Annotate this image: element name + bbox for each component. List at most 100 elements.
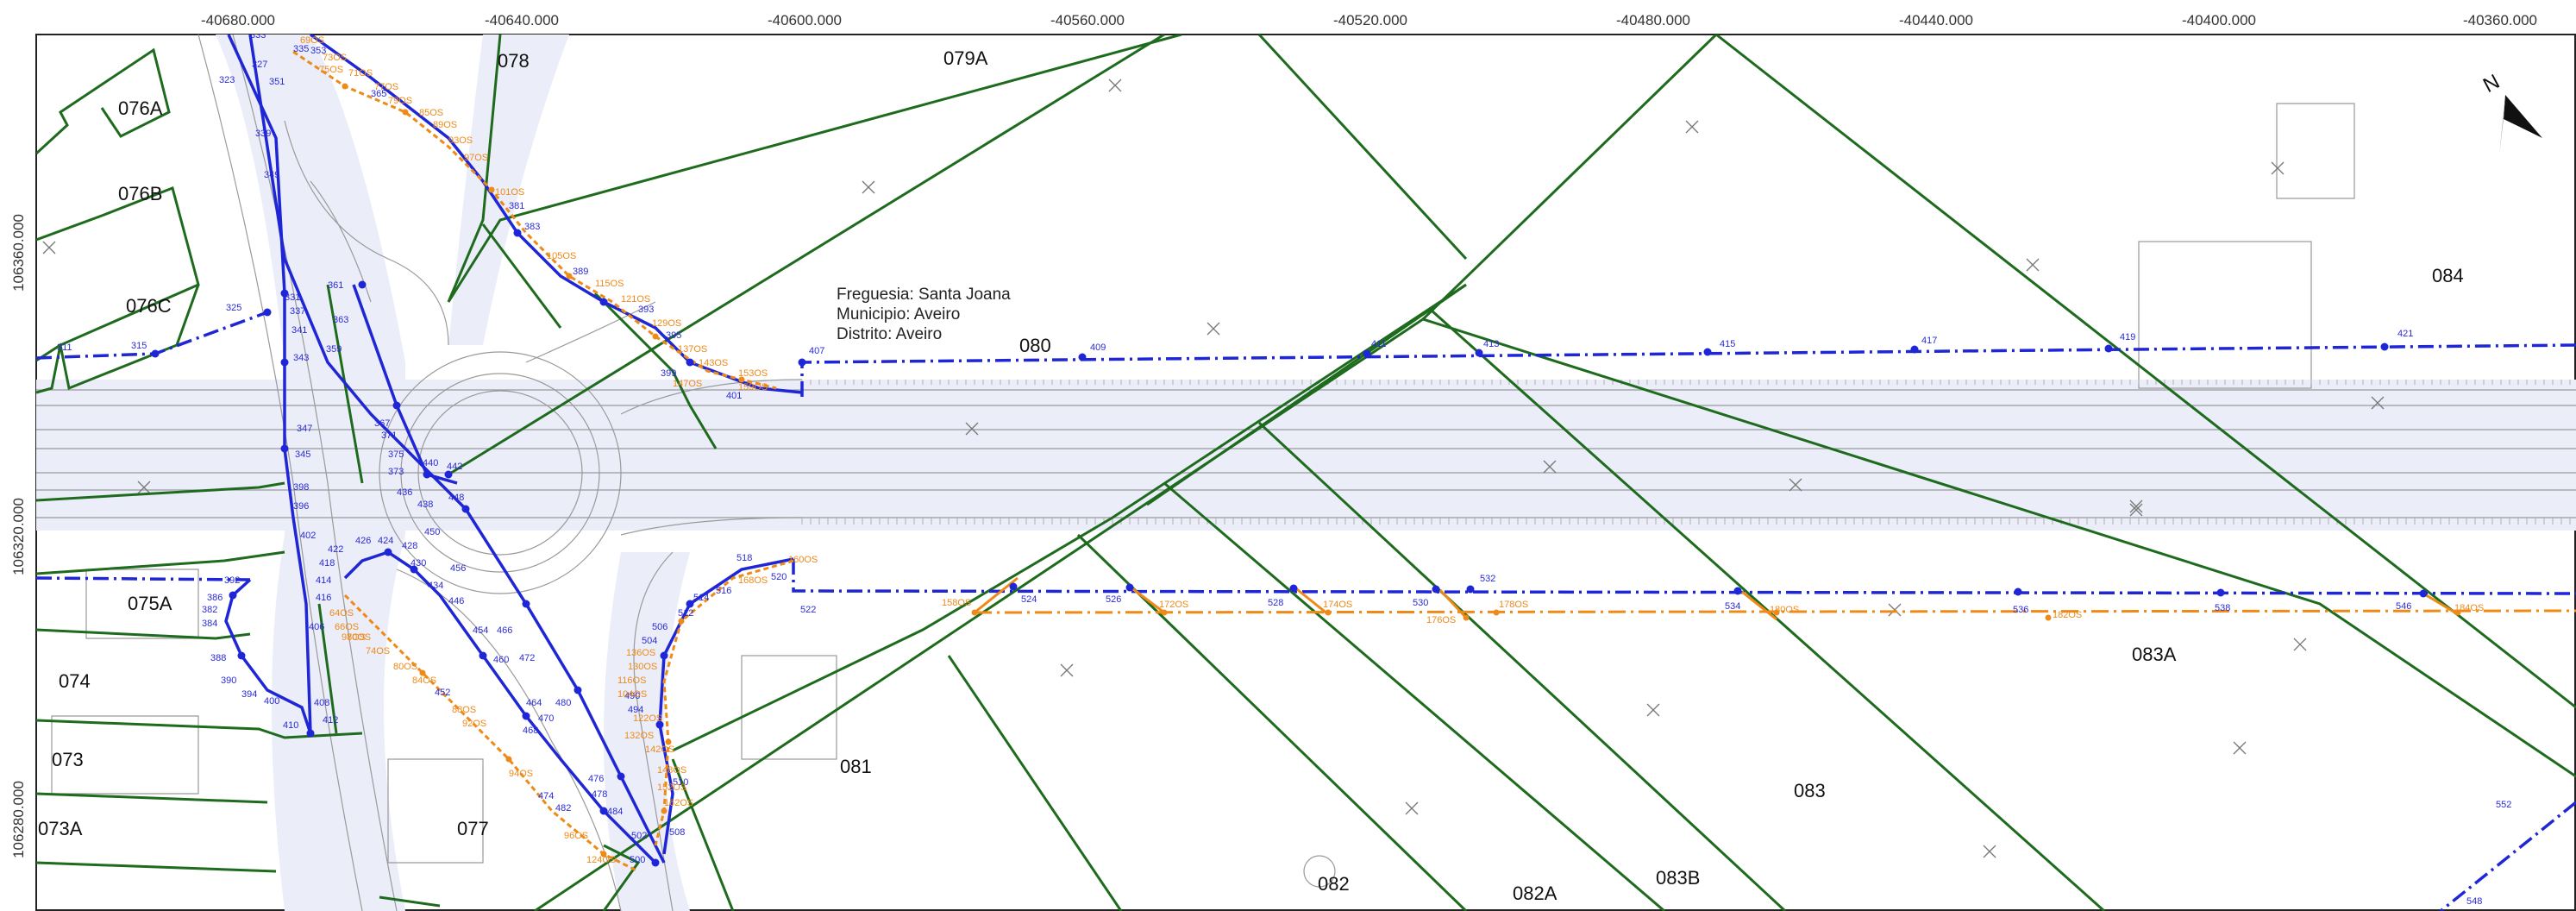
- point-label: 365: [371, 89, 386, 99]
- point-label: 399: [661, 368, 676, 379]
- route-points: [151, 229, 2428, 867]
- point-label: 452: [435, 688, 450, 698]
- point-label: 71OS: [348, 68, 373, 79]
- point-label: 122OS: [633, 713, 662, 724]
- point-label: 506: [652, 622, 668, 632]
- point-label: 524: [1021, 594, 1037, 605]
- parcel-label: 080: [1019, 335, 1051, 356]
- point-label: 353: [310, 46, 326, 56]
- point-label: 480: [555, 698, 571, 708]
- point-label: 375: [388, 449, 404, 460]
- point-label: 490: [624, 691, 640, 701]
- point-label: 331: [285, 292, 300, 303]
- point-label: 410: [283, 720, 298, 731]
- parcel-label: 082: [1318, 873, 1350, 895]
- point-label: 132OS: [624, 731, 654, 741]
- point-label: 389: [573, 267, 588, 277]
- parcel-label: 076A: [118, 97, 163, 119]
- point-label: 325: [226, 303, 241, 313]
- x-coord-label: -40560.000: [1050, 12, 1125, 28]
- point-label: 417: [1921, 336, 1937, 346]
- point-label: 323: [219, 75, 235, 85]
- point-label: 510: [673, 777, 688, 788]
- point-label: 514: [693, 593, 709, 603]
- x-coord-label: -40400.000: [2182, 12, 2256, 28]
- point-label: 85OS: [419, 108, 443, 118]
- point-label: 460: [493, 655, 509, 665]
- point-label: 158OS: [942, 598, 971, 608]
- y-coord-label: 106320.000: [10, 498, 27, 575]
- point-label: 468: [523, 726, 538, 736]
- point-label: 442: [447, 462, 462, 472]
- point-label: 148OS: [657, 765, 686, 776]
- point-label: 520: [771, 572, 787, 582]
- annotation-distrito: Distrito: Aveiro: [837, 325, 942, 343]
- point-label: 153OS: [738, 368, 768, 379]
- point-label: 315: [131, 341, 147, 351]
- point-label: 424: [378, 536, 393, 546]
- point-label: 382: [202, 605, 217, 615]
- point-label: 94OS: [509, 769, 533, 779]
- point-label: 73OS: [323, 53, 347, 63]
- point-label: 536: [2013, 605, 2028, 615]
- point-label: 434: [428, 581, 443, 591]
- point-label: 178OS: [1499, 600, 1528, 610]
- point-label: 75OS: [319, 65, 343, 75]
- survey-crosses: [42, 79, 2385, 858]
- x-coord-label: -40520.000: [1333, 12, 1407, 28]
- parcel-label: 083: [1794, 780, 1826, 801]
- point-label: 474: [538, 791, 554, 801]
- point-label: 384: [202, 619, 217, 629]
- point-label: 104OS: [617, 689, 647, 700]
- orange-point-labels: 69OS 71OS 73OS 75OS 77OS 79OS 85OS 89OS …: [300, 35, 2484, 865]
- point-label: 402: [300, 531, 316, 541]
- point-label: 400: [264, 696, 279, 707]
- point-label: 413: [1483, 339, 1499, 349]
- point-label: 456: [450, 563, 466, 574]
- point-label: 436: [397, 487, 412, 498]
- point-label: 422: [328, 544, 343, 555]
- parcel-label: 078: [498, 50, 530, 72]
- x-coord-label: -40680.000: [201, 12, 275, 28]
- point-label: 522: [800, 605, 816, 615]
- point-label: 327: [252, 60, 267, 70]
- point-label: 97OS: [464, 153, 488, 163]
- parcel-label: 083B: [1656, 867, 1700, 889]
- point-label: 93OS: [448, 135, 473, 146]
- point-label: 115OS: [595, 279, 624, 289]
- point-label: 121OS: [621, 294, 650, 305]
- point-label: 311: [57, 342, 72, 353]
- point-label: 347: [297, 424, 312, 434]
- point-label: 528: [1268, 598, 1283, 608]
- x-coord-label: -40640.000: [485, 12, 559, 28]
- point-label: 390: [221, 675, 236, 686]
- parcel-label: 073: [52, 749, 84, 770]
- point-label: 333: [250, 30, 266, 41]
- point-label: 386: [207, 593, 223, 603]
- point-label: 89OS: [433, 120, 457, 130]
- point-label: 518: [736, 553, 752, 563]
- point-label: 152OS: [657, 782, 686, 793]
- point-label: 359: [326, 344, 342, 355]
- point-label: 478: [592, 789, 607, 800]
- point-label: 159OS: [738, 382, 768, 393]
- point-label: 454: [473, 625, 488, 636]
- parcel-label: 082A: [1513, 883, 1558, 904]
- point-label: 77OS: [374, 82, 398, 92]
- point-label: 446: [448, 596, 464, 606]
- point-label: 70OS: [347, 632, 371, 643]
- point-label: 419: [2120, 332, 2135, 342]
- point-label: 408: [314, 698, 329, 708]
- point-label: 415: [1720, 339, 1735, 349]
- point-label: 472: [519, 653, 535, 663]
- point-label: 176OS: [1426, 615, 1456, 625]
- annotation-freguesia: Freguesia: Santa Joana: [837, 286, 1011, 304]
- point-label: 392: [224, 575, 240, 586]
- point-label: 548: [2466, 896, 2482, 907]
- point-label: 174OS: [1323, 600, 1352, 610]
- point-label: 407: [809, 346, 824, 356]
- point-label: 412: [323, 715, 338, 726]
- point-label: 502: [631, 831, 647, 841]
- parcel-label: 075A: [128, 593, 172, 614]
- y-coord-label: 106360.000: [10, 214, 27, 292]
